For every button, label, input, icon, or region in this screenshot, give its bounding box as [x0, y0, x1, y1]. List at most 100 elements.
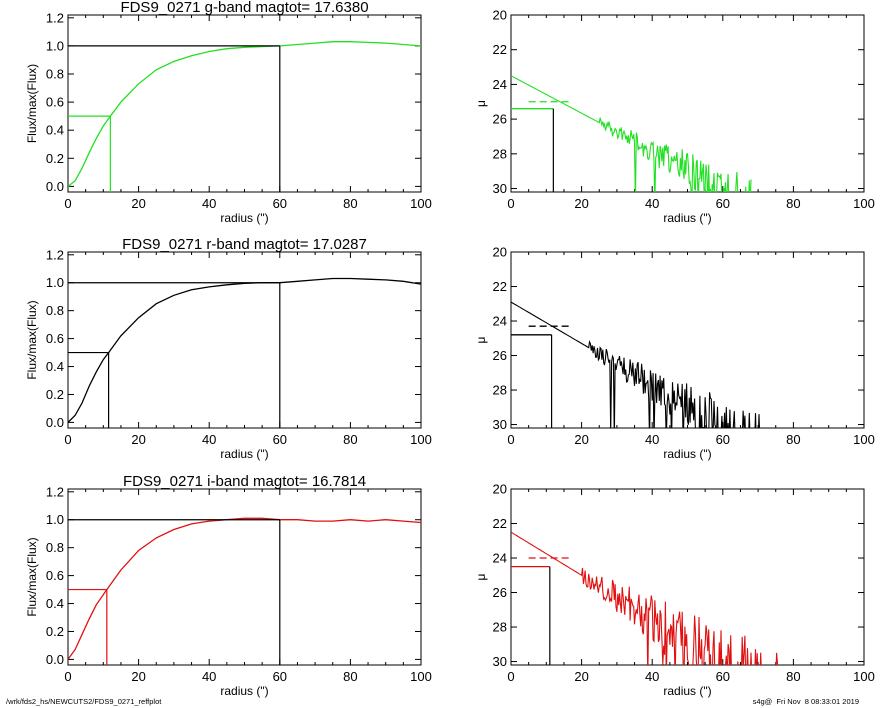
x-tick-label: 100	[853, 196, 875, 211]
file-path-footer: /wrk/fds2_hs/NEWCUTS2/FDS9_0271_reffplot	[6, 697, 162, 706]
x-tick-label: 60	[716, 196, 730, 211]
y-tick-label: 0.2	[46, 151, 64, 166]
x-tick-label: 80	[343, 432, 357, 447]
y-tick-label: 30	[493, 181, 507, 196]
y-tick-label: 1.0	[46, 275, 64, 290]
panel-g-profile: 0 20 40 60 80 100 20 22 24 26 28 30 radius (") μ	[474, 8, 875, 226]
y-tick-label: 24	[493, 77, 507, 92]
x-tick-label: 40	[645, 669, 659, 684]
x-tick-label: 80	[786, 669, 800, 684]
x-tick-label: 0	[507, 432, 514, 447]
y-tick-label: 0.0	[46, 652, 64, 667]
y-tick-label: 1.2	[46, 247, 64, 262]
panel-i-growth: 0 20 40 60 80 100 0.0 0.2 0.4 0.6 0.8 1.0 1.2 radius …	[25, 473, 432, 698]
x-tick-label: 100	[410, 196, 432, 211]
y-tick-label: 1.2	[46, 484, 64, 499]
y-tick-label: 26	[493, 585, 507, 600]
y-tick-label: 0.4	[46, 123, 64, 138]
y-tick-label: 20	[493, 482, 507, 497]
plot-frame	[510, 488, 865, 666]
y-tick-label: 24	[493, 314, 507, 329]
y-tick-label: 22	[493, 516, 507, 531]
panel-g-growth: 0 20 40 60 80 100 0.0 0.2 0.4 0.6 0.8 1.0 1.2 radius …	[25, 0, 432, 225]
x-tick-label: 60	[273, 432, 287, 447]
x-tick-label: 100	[853, 669, 875, 684]
x-tick-label: 40	[202, 432, 216, 447]
plot-area	[511, 301, 761, 428]
panel-title: FDS9_0271 i-band magtot= 16.7814	[123, 473, 366, 490]
y-tick-label: 0.6	[46, 331, 64, 346]
panel-title: FDS9_0271 g-band magtot= 17.6380	[120, 0, 368, 16]
x-tick-label: 80	[343, 669, 357, 684]
growth-curve	[68, 41, 421, 187]
x-tick-label: 0	[507, 196, 514, 211]
y-tick-label: 1.0	[46, 38, 64, 53]
y-tick-label: 26	[493, 112, 507, 127]
x-tick-label: 60	[273, 669, 287, 684]
x-axis-label: radius (")	[663, 447, 711, 461]
x-tick-label: 100	[410, 432, 432, 447]
y-tick-label: 0.4	[46, 359, 64, 374]
x-tick-label: 80	[786, 196, 800, 211]
panel-title: FDS9_0271 r-band magtot= 17.0287	[122, 236, 367, 253]
x-tick-label: 20	[574, 432, 588, 447]
timestamp-footer: s4g@ Fri Nov 8 08:33:01 2019	[752, 697, 859, 706]
y-tick-label: 28	[493, 383, 507, 398]
y-axis-label: Flux/max(Flux)	[25, 537, 39, 616]
y-tick-label: 28	[493, 620, 507, 635]
x-axis-label: radius (")	[663, 211, 711, 225]
y-tick-label: 26	[493, 348, 507, 363]
plot-area	[68, 41, 421, 192]
growth-curve	[68, 517, 421, 660]
plot-frame	[67, 251, 422, 429]
plot-area	[511, 531, 779, 665]
y-tick-label: 1.0	[46, 512, 64, 527]
y-tick-label: 0.2	[46, 387, 64, 402]
y-tick-label: 0.8	[46, 67, 64, 82]
panel-r-growth: 0 20 40 60 80 100 0.0 0.2 0.4 0.6 0.8 1.0 1.2 radius …	[25, 236, 432, 461]
x-tick-label: 60	[716, 669, 730, 684]
x-axis-label: radius (")	[220, 447, 268, 461]
y-axis-label: μ	[474, 100, 488, 107]
y-tick-label: 30	[493, 654, 507, 669]
x-axis-label: radius (")	[663, 684, 711, 698]
x-tick-label: 100	[853, 432, 875, 447]
x-tick-label: 80	[343, 196, 357, 211]
x-tick-label: 20	[131, 432, 145, 447]
y-tick-label: 0.0	[46, 179, 64, 194]
surface-brightness-profile	[511, 75, 752, 192]
y-axis-label: μ	[474, 336, 488, 343]
x-tick-label: 40	[645, 432, 659, 447]
y-tick-label: 0.0	[46, 415, 64, 430]
y-tick-label: 28	[493, 146, 507, 161]
y-axis-label: Flux/max(Flux)	[25, 64, 39, 143]
x-tick-label: 0	[507, 669, 514, 684]
plot-frame	[67, 488, 422, 666]
plot-area	[68, 277, 421, 428]
x-tick-label: 20	[574, 669, 588, 684]
plot-area	[68, 517, 421, 665]
x-tick-label: 60	[273, 196, 287, 211]
x-tick-label: 40	[202, 669, 216, 684]
plot-frame	[67, 14, 422, 193]
growth-curve	[68, 277, 421, 423]
y-tick-label: 0.6	[46, 95, 64, 110]
y-tick-label: 22	[493, 42, 507, 57]
y-tick-label: 20	[493, 245, 507, 260]
y-tick-label: 20	[493, 8, 507, 23]
panel-i-profile: 0 20 40 60 80 100 20 22 24 26 28 30 radius (") μ	[474, 482, 875, 699]
x-tick-label: 0	[64, 669, 71, 684]
x-axis-label: radius (")	[220, 211, 268, 225]
y-tick-label: 22	[493, 279, 507, 294]
y-tick-label: 0.2	[46, 624, 64, 639]
y-tick-label: 0.6	[46, 568, 64, 583]
y-tick-label: 0.8	[46, 540, 64, 555]
y-tick-label: 0.4	[46, 596, 64, 611]
x-tick-label: 100	[410, 669, 432, 684]
x-tick-label: 20	[574, 196, 588, 211]
x-tick-label: 60	[716, 432, 730, 447]
x-tick-label: 80	[786, 432, 800, 447]
x-tick-label: 40	[645, 196, 659, 211]
x-tick-label: 20	[131, 669, 145, 684]
